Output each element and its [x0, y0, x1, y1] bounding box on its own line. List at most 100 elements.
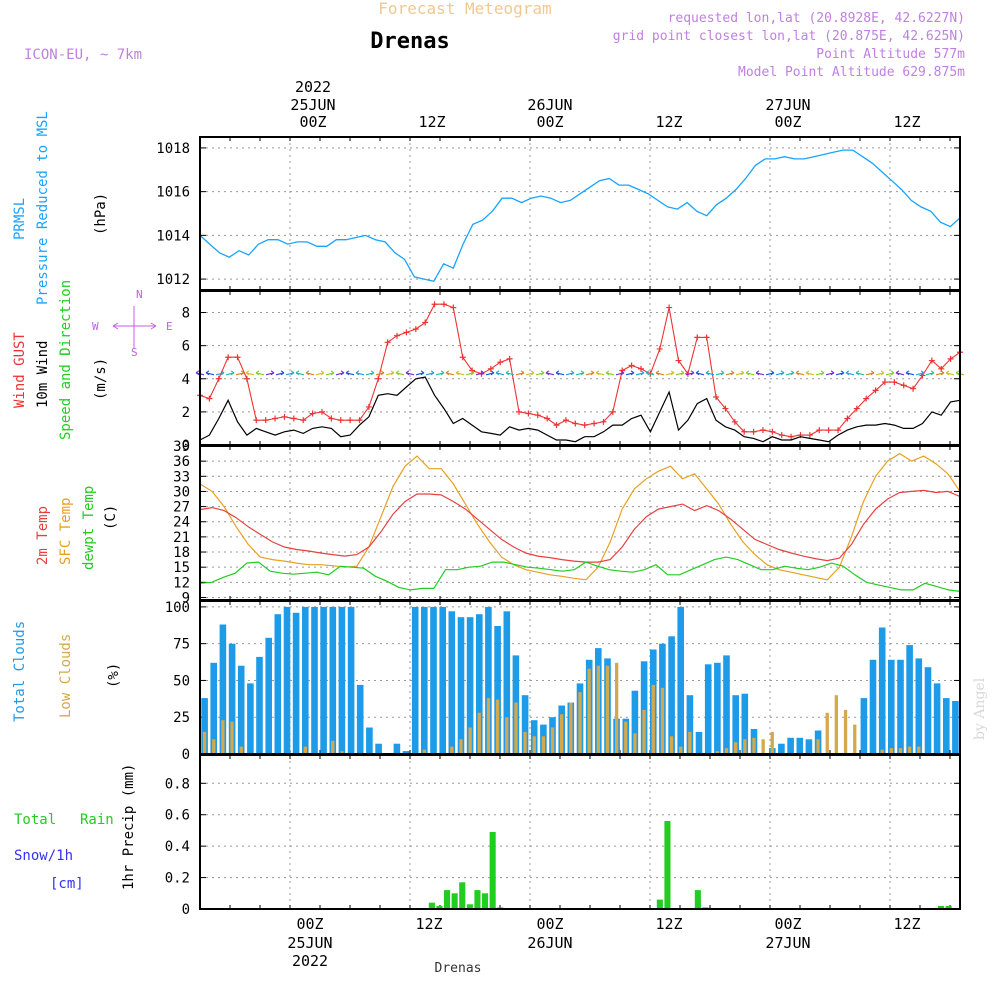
total-cloud-bar: [311, 606, 318, 754]
low-cloud-bar: [303, 746, 307, 754]
gust-marker: [891, 379, 898, 386]
total-cloud-bar: [924, 667, 932, 754]
gust-marker: [394, 332, 401, 339]
wind-direction-arrow: [205, 370, 215, 376]
total-cloud-bar: [393, 743, 401, 754]
wind-direction-arrow: [415, 370, 425, 376]
gust-marker: [835, 427, 842, 434]
total-cloud-bar: [430, 606, 437, 754]
low-cloud-bar: [230, 721, 234, 754]
gust-marker: [609, 408, 616, 415]
total-cloud-bar: [732, 695, 739, 754]
gust-line: [199, 303, 961, 438]
total-cloud-bar: [302, 606, 309, 754]
wind-direction-arrow: [605, 370, 615, 376]
temp-ytick-label: 39: [173, 439, 190, 455]
model-altitude: Model Point Altitude 629.875m: [738, 65, 965, 80]
precip-total-label: Total: [14, 812, 56, 828]
rain-bar: [466, 904, 473, 909]
total-cloud-bar: [787, 737, 794, 754]
wind-direction-arrow: [695, 370, 705, 376]
date-top-26jun: 26JUN: [527, 96, 572, 114]
gust-marker: [853, 405, 860, 412]
low-cloud-bar: [834, 695, 838, 754]
gust-marker: [759, 427, 766, 434]
total-cloud-bar: [714, 662, 721, 754]
gust-marker: [300, 417, 307, 424]
low-cloud-bar: [770, 731, 774, 754]
low-cloud-bar: [825, 712, 829, 754]
gust-marker: [928, 357, 935, 364]
temp-ytick-label: 30: [173, 484, 190, 500]
rain-bar: [451, 893, 458, 909]
point-altitude: Point Altitude 577m: [816, 47, 965, 62]
low-cloud-bar: [212, 739, 216, 754]
gust-marker: [750, 428, 757, 435]
wind-direction-arrow: [915, 370, 925, 376]
total-cloud-bar: [888, 659, 895, 754]
pressure-ytick-label: 1016: [156, 185, 190, 201]
total-cloud-bar: [631, 690, 639, 754]
wind-direction-arrow: [405, 370, 415, 376]
total-cloud-bar: [897, 659, 904, 754]
temp-ytick-label: 9: [182, 590, 190, 606]
total-cloud-bar: [329, 606, 337, 754]
precip-ytick-label: 0.2: [165, 871, 190, 887]
low-cloud-bar: [843, 709, 848, 754]
wind-direction-arrow: [775, 370, 785, 376]
gust-marker: [825, 427, 832, 434]
wind-direction-arrow: [375, 370, 385, 376]
gust-marker: [225, 354, 232, 361]
gust-marker: [572, 420, 579, 427]
requested-coordinates: requested lon,lat (20.8928E, 42.6227N): [668, 11, 965, 26]
wind-direction-arrow: [725, 370, 735, 376]
gust-marker: [910, 385, 917, 392]
total-cloud-bar: [402, 751, 410, 754]
wind-direction-arrow: [655, 370, 665, 376]
time-bottom-5: 12Z: [893, 915, 920, 933]
wind-direction-arrow: [625, 370, 635, 376]
low-cloud-bar: [239, 746, 243, 754]
gust-marker: [722, 405, 729, 412]
gust-marker: [375, 375, 382, 382]
low-cloud-bar: [587, 668, 591, 754]
wind-direction-arrow: [745, 370, 755, 376]
gust-marker: [872, 387, 879, 394]
total-cloud-bar: [933, 683, 941, 754]
wind-direction-arrow: [335, 370, 345, 376]
wind-direction-arrow: [265, 370, 275, 376]
panel-frame: [199, 290, 961, 446]
wind-gust-label: Wind GUST: [12, 332, 28, 408]
top-time-axis: 2022 25JUN 26JUN 27JUN 00Z 12Z 00Z 12Z 0…: [290, 78, 920, 131]
precip-snow-label: Snow/1h: [14, 848, 73, 864]
gust-marker: [497, 359, 504, 366]
wind-direction-arrow: [925, 370, 935, 376]
wind-direction-arrow: [675, 370, 685, 376]
low-cloud-bar: [523, 731, 527, 754]
wind-direction-arrow: [885, 370, 895, 376]
time-top-3: 12Z: [655, 113, 682, 131]
temp-ytick-label: 12: [173, 575, 190, 591]
rain-bar: [664, 821, 671, 909]
low-cloud-bar: [624, 721, 628, 754]
low-cloud-bar: [880, 749, 884, 754]
rain-bar: [489, 832, 496, 909]
credit-label: by Angel: [972, 677, 988, 740]
total-cloud-bar: [704, 664, 712, 754]
low-cloud-bar: [679, 746, 683, 754]
wind-direction-arrow: [485, 370, 495, 376]
wind-direction-arrow: [435, 370, 445, 376]
total-cloud-bar: [283, 606, 291, 754]
gust-marker: [356, 417, 363, 424]
gust-marker: [619, 367, 626, 374]
total-cloud-bar: [476, 614, 483, 754]
gust-marker: [694, 334, 701, 341]
date-top-25jun: 25JUN: [290, 96, 335, 114]
gust-marker: [562, 417, 569, 424]
wind-direction-arrow: [635, 370, 645, 376]
wind-direction-arrow: [275, 370, 285, 376]
bottom-time-axis: 00Z 12Z 00Z 12Z 00Z 12Z 25JUN 26JUN 27JU…: [287, 915, 920, 976]
cloud-unit-label: (%): [106, 663, 122, 688]
panel-frame: [199, 445, 961, 601]
